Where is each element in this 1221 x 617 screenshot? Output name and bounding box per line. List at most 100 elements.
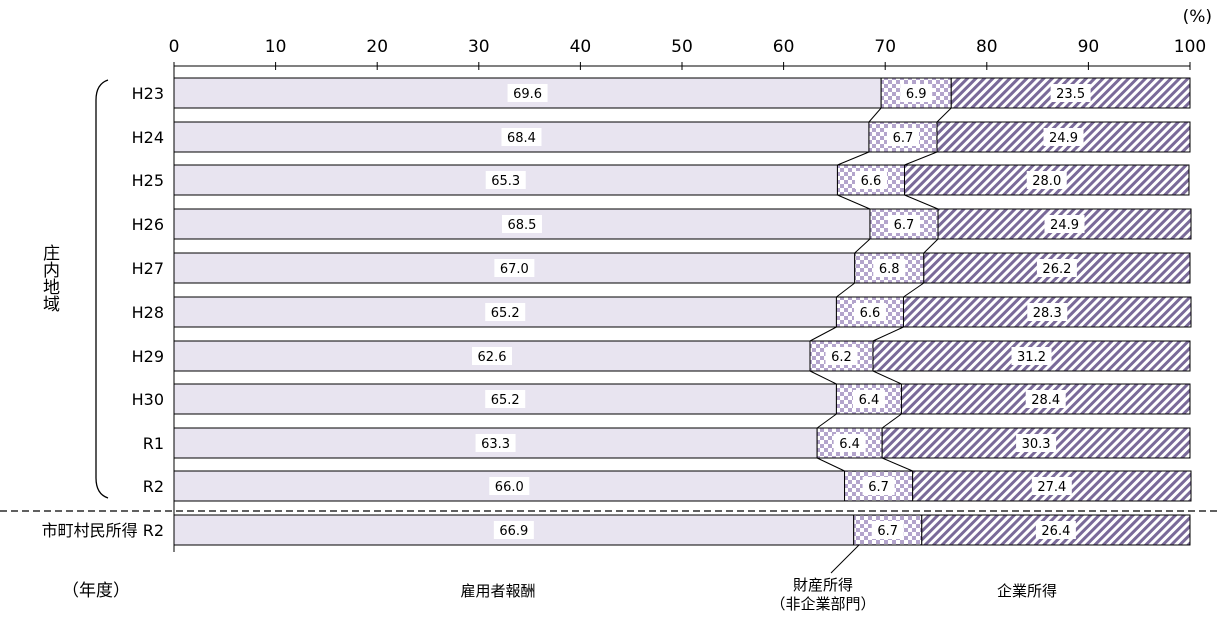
data-label-bg [475,434,516,452]
connector-line [923,238,939,254]
data-label: 69.6 [513,87,542,102]
connector-line [837,151,870,166]
legend-corporate-income: 企業所得 [997,582,1057,600]
x-tick-label: 40 [570,37,592,57]
data-label: 62.6 [478,350,507,365]
data-label-bg [1016,434,1057,452]
data-label: 30.3 [1022,437,1051,452]
category-label: H30 [132,390,164,409]
group-label: 庄内地域 [39,244,59,312]
category-labels: H23 H24 H25 H26 H27 H28 H29 H30 R1 R2 市町村民所得 R2 [42,84,164,540]
data-label: 26.2 [1042,262,1071,277]
data-label-bg [862,477,895,495]
data-label: 6.9 [906,87,927,102]
data-label: 68.4 [507,131,536,146]
data-label-bg [1026,171,1067,189]
unit-label: (%) [1183,7,1212,27]
data-label: 28.0 [1032,174,1061,189]
data-label-bg [507,84,548,102]
data-label: 26.4 [1041,524,1070,539]
category-label: 市町村民所得 R2 [42,521,164,540]
data-label-bg [873,259,906,277]
data-label: 28.4 [1031,393,1060,408]
data-label: 6.7 [868,480,889,495]
connector-lines [809,107,952,472]
data-label-bg [1035,521,1076,539]
bars-group: 69.6 6.9 23.5 68.4 6.7 24.9 65.3 6.6 28.0 68.5 6.7… [173,77,1192,546]
data-label-bg [853,303,886,321]
data-label: 6.6 [860,306,881,321]
data-label-bg [1044,215,1085,233]
data-label: 23.5 [1056,87,1085,102]
category-label: H25 [132,171,164,190]
bar-segment [809,340,874,372]
x-tick-label: 30 [468,37,490,57]
data-label: 6.7 [877,524,898,539]
data-label-bg [900,84,933,102]
category-label: R2 [143,477,164,496]
connector-line [872,370,902,385]
category-label: H27 [132,259,164,278]
bar-segment [173,164,838,196]
data-label-bg [493,521,534,539]
connector-line [837,194,871,210]
data-label: 65.3 [491,174,520,189]
data-label-bg [1027,303,1068,321]
x-tick-label: 10 [265,37,287,57]
data-label-bg [501,128,542,146]
category-label: H28 [132,303,164,322]
data-label-bg [494,259,535,277]
legend-employee-compensation: 雇用者報酬 [460,582,535,600]
legend-property-income-sub: （非企業部門） [770,595,875,613]
category-label: H24 [132,128,164,147]
data-label: 24.9 [1050,218,1079,233]
data-label-bg [485,390,526,408]
data-label: 24.9 [1049,131,1078,146]
connector-line [903,282,925,298]
data-label-bg [485,303,526,321]
connector-line [936,107,952,123]
connector-line [809,326,837,342]
category-label: H26 [132,215,164,234]
x-tick-label: 50 [671,37,693,57]
data-label-bg [1036,259,1077,277]
data-label: 65.2 [491,306,520,321]
data-label: 6.8 [879,262,900,277]
connector-line [816,457,845,472]
x-tick-label: 70 [874,37,896,57]
data-label-bg [485,171,526,189]
connector-line [904,194,939,210]
data-label: 66.9 [499,524,528,539]
x-tick-label: 80 [976,37,998,57]
legend-property-income: 財産所得 [793,576,853,594]
data-label: 6.2 [831,350,852,365]
connector-line [881,413,902,429]
data-label-bg [1050,84,1091,102]
data-label-bg [871,521,904,539]
data-label: 66.0 [495,480,524,495]
data-label: 63.3 [481,437,510,452]
data-label-bg [886,128,919,146]
data-label-bg [1025,390,1066,408]
data-label: 31.2 [1017,350,1046,365]
data-label-bg [854,171,887,189]
data-label: 67.0 [500,262,529,277]
group-brace [95,79,109,499]
x-tick-label: 0 [169,37,180,57]
data-label: 6.7 [893,131,914,146]
data-label: 6.6 [861,174,882,189]
category-label: H23 [132,84,164,103]
data-label-bg [833,434,866,452]
data-label-bg [501,215,542,233]
data-label: 65.2 [491,393,520,408]
data-label-bg [472,347,513,365]
data-label-bg [1011,347,1052,365]
connector-line [854,238,871,254]
data-label-bg [1043,128,1084,146]
category-label: R1 [143,434,164,453]
connector-line [904,151,938,166]
x-tick-label: 90 [1078,37,1100,57]
category-label: H29 [132,347,164,366]
connector-line [868,107,882,123]
